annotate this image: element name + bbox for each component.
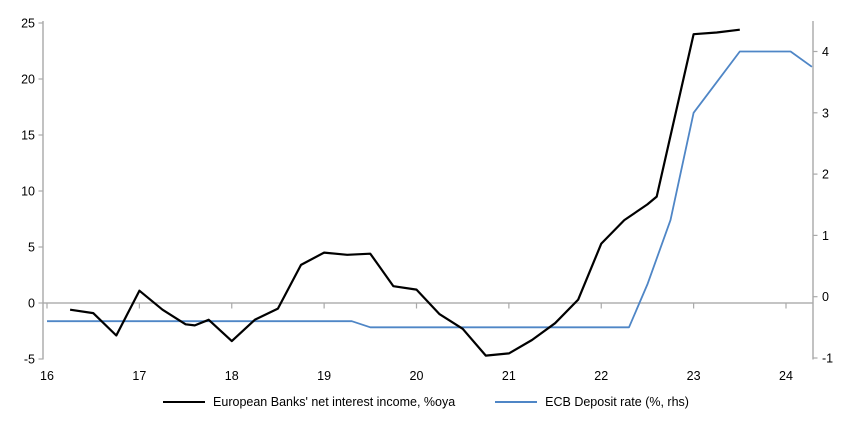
x-axis-tick-label: 19 [317, 369, 331, 383]
x-axis-tick-label: 23 [687, 369, 701, 383]
left-axis-tick-label: 25 [21, 17, 35, 31]
legend-label-nii: European Banks' net interest income, %oy… [213, 395, 456, 409]
right-axis-tick-label: -1 [822, 352, 833, 366]
nii-line-series [69, 28, 740, 357]
ecb-line-series [47, 50, 813, 329]
left-axis-tick-label: 5 [28, 241, 35, 255]
x-axis-tick-label: 20 [410, 369, 424, 383]
ecb-line-swatch [495, 401, 538, 403]
left-axis-tick-label: 10 [21, 185, 35, 199]
right-axis-tick-label: 2 [822, 168, 829, 182]
x-axis-tick-label: 21 [502, 369, 516, 383]
left-axis-tick-label: -5 [24, 353, 35, 367]
x-axis-tick-label: 22 [594, 369, 608, 383]
x-axis-tick-label: 24 [779, 369, 793, 383]
x-axis-tick-label: 17 [132, 369, 146, 383]
right-axis-tick-label: 1 [822, 229, 829, 243]
legend-item-ecb: ECB Deposit rate (%, rhs) [495, 395, 689, 409]
right-axis-tick-label: 3 [822, 106, 829, 120]
right-axis-tick-label: 0 [822, 290, 829, 304]
legend-label-ecb: ECB Deposit rate (%, rhs) [545, 395, 689, 409]
left-axis-tick-label: 20 [21, 73, 35, 87]
left-axis-tick-label: 0 [28, 297, 35, 311]
x-axis-tick-label: 18 [225, 369, 239, 383]
legend-item-nii: European Banks' net interest income, %oy… [163, 395, 455, 409]
left-axis-tick-label: 15 [21, 129, 35, 143]
nii-line-swatch [163, 401, 206, 403]
x-axis-tick-label: 16 [40, 369, 54, 383]
chart-legend: European Banks' net interest income, %oy… [0, 395, 852, 409]
right-axis-tick-label: 4 [822, 45, 829, 59]
